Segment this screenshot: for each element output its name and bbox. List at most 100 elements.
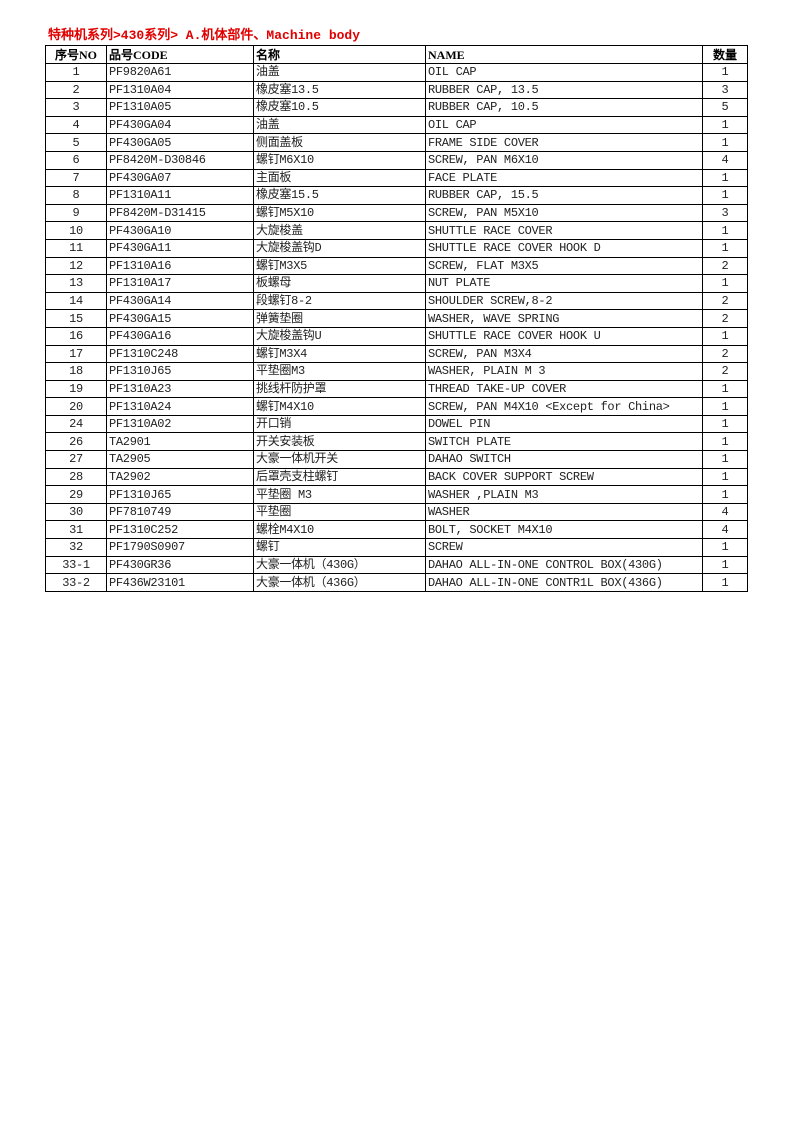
cell-chinese-name: 弹簧垫圈 [253,309,426,328]
cell-no: 29 [45,485,107,504]
cell-no: 1 [45,63,107,82]
table-row: 6 PF8420M-D30846 螺钉M6X10 SCREW, PAN M6X10 4 [45,150,748,170]
cell-chinese-name: 大豪一体机（436G） [253,573,426,592]
cell-name: DAHAO SWITCH [425,450,703,469]
cell-name: SCREW, PAN M3X4 [425,344,703,364]
cell-name: SWITCH PLATE [425,432,703,452]
cell-chinese-name: 大豪一体机开关 [253,450,426,469]
cell-chinese-name: 段螺钉8-2 [253,291,426,311]
cell-chinese-name: 平垫圈M3 [253,362,426,381]
cell-name: DAHAO ALL-IN-ONE CONTROL BOX(430G) [425,555,703,575]
header-chinese-name: 名称 [253,45,426,64]
cell-code: PF430GA04 [106,115,254,135]
cell-code: PF1310C248 [106,344,254,364]
cell-name: WASHER, PLAIN M 3 [425,362,703,381]
cell-chinese-name: 侧面盖板 [253,133,426,152]
cell-name: THREAD TAKE-UP COVER [425,379,703,399]
cell-chinese-name: 平垫圈 M3 [253,485,426,504]
cell-name: RUBBER CAP, 10.5 [425,98,703,117]
table-row: 13 PF1310A17 板螺母 NUT PLATE 1 [45,274,748,293]
header-code: 品号CODE [106,45,254,64]
cell-name: DOWEL PIN [425,414,703,434]
table-body: 1 PF9820A61 油盖 OIL CAP 1 2 PF1310A04 橡皮塞13.5 RUB… [45,63,748,592]
table-row: 33-1 PF430GR36 大豪一体机（430G） DAHAO ALL-IN-ONE… [45,555,748,575]
cell-code: PF430GA05 [106,133,254,152]
cell-code: PF1310A11 [106,186,254,205]
cell-no: 13 [45,274,107,293]
cell-qty: 4 [702,150,748,170]
cell-chinese-name: 大旋梭盖 [253,221,426,240]
table-row: 3 PF1310A05 橡皮塞10.5 RUBBER CAP, 10.5 5 [45,98,748,117]
header-no: 序号NO [45,45,107,64]
cell-code: PF1310A24 [106,397,254,416]
cell-name: RUBBER CAP, 13.5 [425,80,703,100]
cell-code: PF430GA10 [106,221,254,240]
table-row: 28 TA2902 后罩壳支柱螺钉 BACK COVER SUPPORT SCREW 1 [45,467,748,487]
cell-chinese-name: 橡皮塞15.5 [253,186,426,205]
cell-chinese-name: 后罩壳支柱螺钉 [253,467,426,487]
cell-name: BACK COVER SUPPORT SCREW [425,467,703,487]
table-row: 33-2 PF436W23101 大豪一体机（436G） DAHAO ALL-IN-O… [45,573,748,592]
table-row: 2 PF1310A04 橡皮塞13.5 RUBBER CAP, 13.5 3 [45,80,748,100]
cell-name: WASHER [425,502,703,522]
cell-qty: 3 [702,80,748,100]
table-row: 27 TA2905 大豪一体机开关 DAHAO SWITCH 1 [45,450,748,469]
cell-name: SHOULDER SCREW,8-2 [425,291,703,311]
cell-qty: 1 [702,555,748,575]
cell-chinese-name: 主面板 [253,168,426,188]
cell-name: OIL CAP [425,63,703,82]
header-name: NAME [425,45,703,64]
cell-code: PF1790S0907 [106,538,254,557]
cell-chinese-name: 橡皮塞10.5 [253,98,426,117]
cell-name: BOLT, SOCKET M4X10 [425,520,703,540]
table-row: 20 PF1310A24 螺钉M4X10 SCREW, PAN M4X10 <Exce… [45,397,748,416]
cell-qty: 1 [702,414,748,434]
cell-chinese-name: 大豪一体机（430G） [253,555,426,575]
cell-chinese-name: 开关安装板 [253,432,426,452]
cell-code: PF430GA16 [106,326,254,346]
cell-chinese-name: 开口销 [253,414,426,434]
cell-chinese-name: 螺钉M5X10 [253,203,426,223]
table-row: 16 PF430GA16 大旋梭盖钩U SHUTTLE RACE COVER HOOK… [45,326,748,346]
cell-name: SCREW [425,538,703,557]
cell-name: SHUTTLE RACE COVER HOOK D [425,238,703,258]
cell-name: RUBBER CAP, 15.5 [425,186,703,205]
cell-qty: 2 [702,362,748,381]
cell-qty: 1 [702,133,748,152]
cell-code: PF1310C252 [106,520,254,540]
cell-qty: 5 [702,98,748,117]
cell-name: SCREW, FLAT M3X5 [425,256,703,276]
cell-qty: 1 [702,379,748,399]
cell-no: 2 [45,80,107,100]
cell-name: FRAME SIDE COVER [425,133,703,152]
cell-code: PF1310J65 [106,485,254,504]
cell-no: 30 [45,502,107,522]
table-row: 12 PF1310A16 螺钉M3X5 SCREW, FLAT M3X5 2 [45,256,748,276]
cell-name: SHUTTLE RACE COVER HOOK U [425,326,703,346]
cell-qty: 1 [702,238,748,258]
cell-code: PF1310J65 [106,362,254,381]
cell-no: 28 [45,467,107,487]
table-row: 30 PF7810749 平垫圈 WASHER 4 [45,502,748,522]
cell-no: 33-1 [45,555,107,575]
cell-no: 31 [45,520,107,540]
cell-chinese-name: 平垫圈 [253,502,426,522]
table-row: 26 TA2901 开关安装板 SWITCH PLATE 1 [45,432,748,452]
cell-code: PF1310A04 [106,80,254,100]
cell-qty: 1 [702,168,748,188]
table-row: 9 PF8420M-D31415 螺钉M5X10 SCREW, PAN M5X10 3 [45,203,748,223]
cell-no: 32 [45,538,107,557]
cell-code: PF1310A23 [106,379,254,399]
cell-no: 8 [45,186,107,205]
cell-no: 14 [45,291,107,311]
table-row: 31 PF1310C252 螺栓M4X10 BOLT, SOCKET M4X10 4 [45,520,748,540]
cell-chinese-name: 油盖 [253,115,426,135]
cell-code: PF430GA15 [106,309,254,328]
cell-code: PF1310A16 [106,256,254,276]
cell-qty: 3 [702,203,748,223]
cell-no: 24 [45,414,107,434]
cell-qty: 1 [702,467,748,487]
cell-no: 20 [45,397,107,416]
table-row: 5 PF430GA05 侧面盖板 FRAME SIDE COVER 1 [45,133,748,152]
cell-qty: 1 [702,432,748,452]
